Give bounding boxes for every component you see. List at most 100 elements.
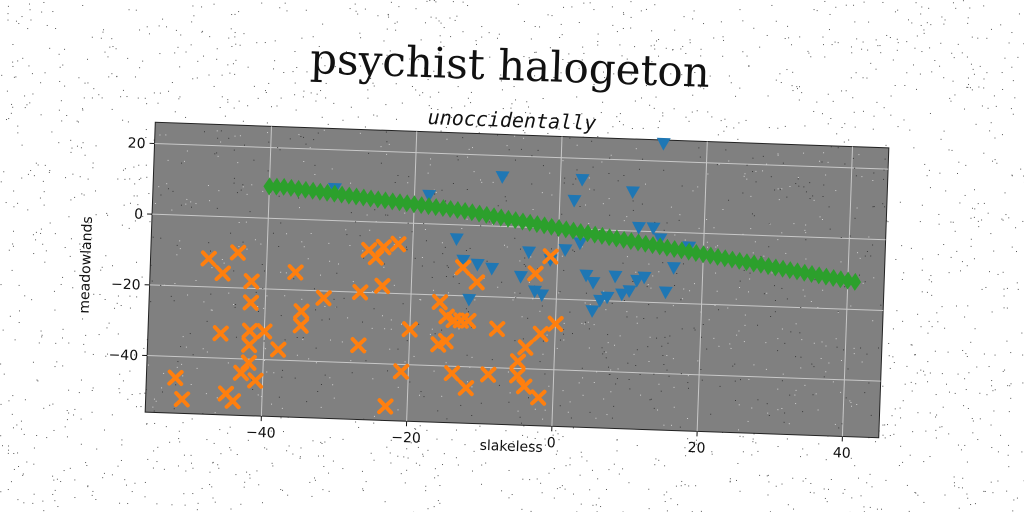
point-s1-45	[515, 378, 533, 395]
point-s2-44	[581, 224, 594, 243]
point-s2-75	[805, 265, 818, 284]
point-s1-21	[350, 337, 367, 354]
point-s2-67	[747, 254, 760, 273]
point-s1-18	[293, 303, 310, 320]
point-s2-13	[357, 188, 370, 207]
point-s2-48	[610, 229, 623, 248]
point-s2-72	[784, 261, 797, 280]
point-s0-15	[585, 305, 600, 318]
point-s2-54	[653, 237, 666, 256]
point-s2-1	[270, 177, 283, 196]
x-tick-label-2: 0	[547, 435, 556, 451]
point-s2-55	[661, 238, 674, 257]
point-s1-12	[240, 354, 257, 371]
point-s0-19	[608, 270, 623, 284]
point-s2-42	[567, 221, 580, 240]
point-s1-17	[287, 264, 304, 281]
point-s2-26	[451, 200, 464, 219]
point-s1-41	[480, 366, 497, 383]
point-s1-20	[315, 289, 332, 307]
point-s1-51	[547, 315, 564, 333]
point-s2-7	[314, 182, 327, 201]
grid-line-x-2	[551, 136, 563, 427]
point-s2-5	[299, 180, 312, 199]
point-s0-3	[456, 254, 471, 268]
grid-line-x-4	[841, 146, 854, 437]
point-s1-7	[232, 364, 250, 382]
point-s2-10	[335, 185, 348, 204]
x-axis-label: slakeless	[479, 438, 543, 456]
point-s2-23	[429, 198, 442, 217]
point-s2-56	[668, 240, 681, 259]
y-tick-label-3: −40	[108, 347, 138, 364]
point-s1-22	[352, 284, 369, 301]
point-s2-29	[473, 204, 486, 223]
point-s2-35	[516, 212, 529, 231]
point-s2-77	[820, 267, 833, 286]
point-s2-21	[415, 196, 428, 215]
point-s1-43	[509, 353, 526, 370]
point-s0-30	[625, 186, 640, 200]
point-s2-33	[502, 209, 515, 228]
point-s0-12	[567, 194, 582, 208]
point-s1-30	[401, 321, 419, 338]
grid-line-y-1	[152, 213, 886, 241]
point-s0-1	[422, 189, 437, 203]
x-tick-label-3: 20	[687, 440, 705, 457]
point-s2-70	[769, 258, 782, 277]
point-s0-5	[470, 258, 485, 272]
point-s1-26	[374, 277, 391, 295]
point-s2-12	[350, 187, 363, 206]
point-s0-31	[656, 137, 671, 151]
point-s2-15	[372, 190, 385, 209]
grid-line-x-3	[696, 141, 708, 432]
point-s2-62	[711, 247, 724, 266]
point-s0-20	[615, 288, 630, 302]
point-s2-66	[740, 253, 753, 272]
point-s0-23	[637, 271, 652, 285]
point-s2-52	[639, 234, 652, 253]
point-s2-39	[545, 217, 558, 236]
point-s2-41	[560, 220, 573, 239]
grid-line-y-0	[154, 142, 889, 170]
point-s2-47	[603, 228, 616, 247]
point-s1-8	[243, 273, 260, 290]
point-s1-27	[377, 398, 394, 415]
grid-line-y-2	[149, 284, 884, 311]
point-s2-81	[849, 272, 862, 291]
point-s0-6	[513, 270, 528, 284]
point-s1-37	[454, 259, 472, 276]
point-s2-27	[458, 201, 471, 220]
point-s1-15	[212, 325, 229, 342]
point-s2-11	[343, 186, 356, 205]
point-s0-22	[630, 274, 645, 288]
point-s0-27	[658, 286, 673, 300]
point-s2-8	[321, 183, 334, 202]
point-s2-53	[646, 236, 659, 255]
grid-line-y-3	[147, 355, 881, 382]
point-s2-64	[726, 250, 739, 269]
point-s2-73	[791, 262, 804, 281]
plot-background	[144, 121, 890, 439]
point-s2-37	[531, 215, 544, 234]
grid-lines	[147, 126, 889, 437]
point-s1-36	[443, 365, 461, 382]
point-s0-17	[593, 294, 608, 308]
point-s1-19	[292, 317, 310, 334]
y-tick-label-0: 20	[127, 136, 145, 153]
point-s2-51	[632, 233, 645, 252]
point-s0-16	[586, 276, 601, 290]
chart-subtitle: unoccidentally	[427, 105, 596, 135]
x-tick-label-4: 40	[833, 445, 851, 462]
point-s2-71	[776, 259, 789, 278]
point-s2-61	[704, 246, 717, 265]
ticks: −40 −20 0 20 40 20 0 −20 −40	[108, 136, 851, 462]
point-s0-11	[558, 243, 573, 257]
point-s2-57	[675, 241, 688, 260]
point-s1-40	[468, 273, 486, 291]
point-s2-76	[812, 266, 825, 285]
point-s2-22	[422, 197, 435, 216]
plot-area-group: −40 −20 0 20 40 20 0 −20 −40 slakeless meadowlan…	[77, 121, 890, 462]
point-s0-8	[527, 285, 542, 299]
